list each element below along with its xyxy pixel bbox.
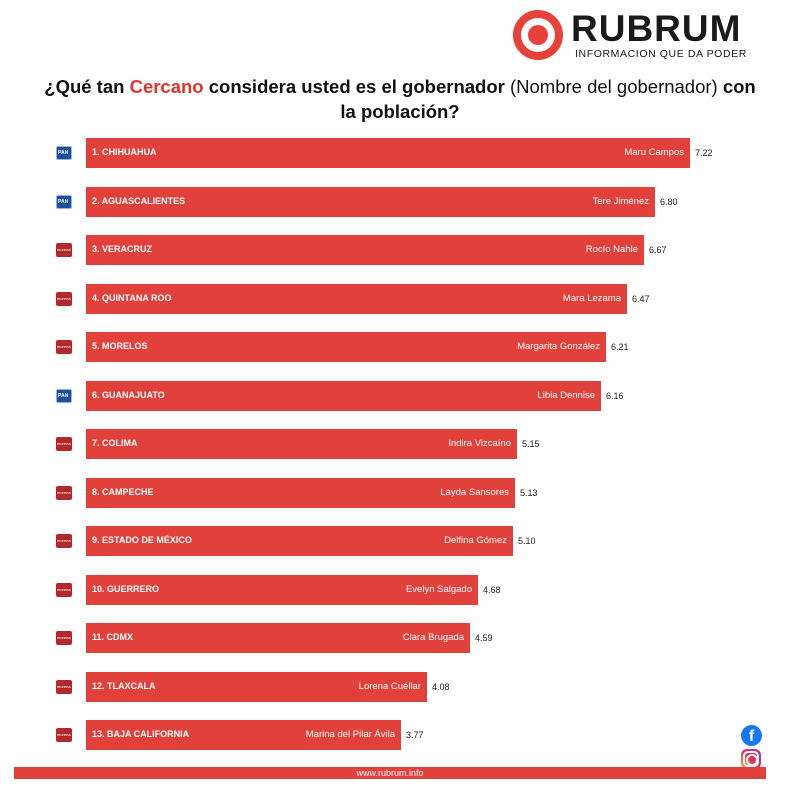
pan-logo-icon [56, 146, 72, 160]
bar: 2. AGUASCALIENTES Tere Jiménez [86, 186, 655, 217]
chart-row: 1. CHIHUAHUA Maru Campos 7.22 [0, 138, 800, 170]
bar: 7. COLIMA Indira Vizcaíno [86, 429, 517, 459]
morena-logo-icon [56, 340, 72, 354]
governor-label: Delfina Gómez [444, 535, 507, 546]
value-label: 6.21 [611, 342, 629, 352]
bar: 8. CAMPECHE Layda Sansores [86, 477, 515, 508]
morena-logo-icon [56, 485, 72, 500]
category-label: 9. ESTADO DE MÉXICO [92, 535, 192, 545]
chart-row: 12. TLAXCALA Lorena Cuéllar 4.08 [0, 671, 800, 704]
title-part2: considera usted es el gobernador [203, 76, 510, 97]
morena-logo-icon [56, 534, 72, 548]
morena-logo-icon [56, 582, 72, 597]
bar: 11. CDMX Clara Brugada [86, 623, 470, 653]
value-label: 5.15 [522, 439, 540, 449]
governor-label: Rocío Nahle [585, 244, 638, 255]
category-label: 2. AGUASCALIENTES [92, 195, 186, 206]
title-part1: ¿Qué tan [44, 76, 130, 97]
value-label: 7.22 [695, 148, 713, 158]
logo-ring-icon [513, 10, 563, 60]
value-label: 4.08 [432, 681, 450, 692]
title-highlight: Cercano [129, 76, 204, 97]
bar: 3. VERACRUZ Rocío Nahle [86, 235, 644, 265]
value-label: 3.77 [406, 730, 424, 740]
bar: 5. MORELOS Margarita González [86, 332, 606, 362]
value-label: 6.80 [660, 196, 678, 207]
chart-row: 6. GUANAJUATO Libia Dennise 6.16 [0, 380, 800, 413]
facebook-icon[interactable]: f [741, 725, 762, 746]
footer-bar: www.rubrum.info [14, 767, 766, 779]
governor-label: Marina del Pilar Ávila [305, 729, 395, 740]
category-label: 12. TLAXCALA [92, 680, 156, 691]
category-label: 7. COLIMA [92, 438, 138, 448]
governor-label: Maru Campos [624, 147, 684, 158]
chart-row: 5. MORELOS Margarita González 6.21 [0, 332, 800, 364]
logo-dot-icon [528, 25, 548, 45]
pan-logo-icon [56, 194, 72, 209]
chart-row: 8. CAMPECHE Layda Sansores 5.13 [0, 477, 800, 510]
value-label: 4.59 [475, 633, 493, 643]
category-label: 4. QUINTANA ROO [92, 292, 172, 303]
title-part3: (Nombre del gobernador) [509, 76, 723, 97]
value-label: 6.47 [632, 293, 650, 304]
category-label: 13. BAJA CALIFORNIA [92, 729, 190, 739]
value-label: 6.67 [649, 245, 667, 255]
governor-label: Margarita González [517, 341, 600, 352]
governor-label: Clara Brugada [402, 632, 464, 643]
bar: 9. ESTADO DE MÉXICO Delfina Gómez [86, 526, 513, 556]
category-label: 6. GUANAJUATO [92, 389, 165, 400]
bar: 6. GUANAJUATO Libia Dennise [86, 380, 601, 411]
value-label: 6.16 [606, 390, 624, 401]
morena-logo-icon [56, 679, 72, 694]
value-label: 4.68 [483, 584, 501, 595]
morena-logo-icon [56, 243, 72, 257]
chart-row: 2. AGUASCALIENTES Tere Jiménez 6.80 [0, 186, 800, 219]
category-label: 1. CHIHUAHUA [92, 147, 157, 157]
category-label: 8. CAMPECHE [92, 486, 154, 497]
governor-label: Lorena Cuéllar [358, 680, 421, 692]
governor-label: Indira Vizcaíno [448, 438, 511, 449]
chart-row: 4. QUINTANA ROO Mara Lezama 6.47 [0, 283, 800, 316]
bar: 10. GUERRERO Evelyn Salgado [86, 574, 478, 605]
category-label: 5. MORELOS [92, 341, 148, 351]
bar: 4. QUINTANA ROO Mara Lezama [86, 283, 627, 314]
value-label: 5.10 [518, 536, 536, 546]
governor-label: Mara Lezama [562, 292, 621, 304]
chart-row: 9. ESTADO DE MÉXICO Delfina Gómez 5.10 [0, 526, 800, 558]
chart-row: 3. VERACRUZ Rocío Nahle 6.67 [0, 235, 800, 267]
chart-row: 13. BAJA CALIFORNIA Marina del Pilar Ávil… [0, 720, 800, 752]
chart-title: ¿Qué tan Cercano considera usted es el g… [40, 74, 760, 124]
category-label: 11. CDMX [92, 632, 134, 642]
brand-name: RUBRUM [571, 8, 742, 49]
bar: 12. TLAXCALA Lorena Cuéllar [86, 671, 427, 702]
website-link[interactable]: www.rubrum.info [356, 768, 424, 778]
bar-chart: 1. CHIHUAHUA Maru Campos 7.22 2. AGUASCALIE… [0, 130, 800, 760]
morena-logo-icon [56, 437, 72, 451]
chart-row: 11. CDMX Clara Brugada 4.59 [0, 623, 800, 655]
bar: 1. CHIHUAHUA Maru Campos [86, 138, 690, 168]
morena-logo-icon [56, 291, 72, 306]
governor-label: Tere Jiménez [592, 195, 650, 207]
brand-tagline: INFORMACION QUE DA PODER [575, 48, 747, 60]
morena-logo-icon [56, 728, 72, 742]
rubrum-logo: RUBRUM INFORMACION QUE DA PODER [513, 8, 763, 64]
category-label: 3. VERACRUZ [92, 244, 153, 254]
governor-label: Libia Dennise [537, 389, 595, 401]
morena-logo-icon [56, 631, 72, 645]
bar: 13. BAJA CALIFORNIA Marina del Pilar Ávil… [86, 720, 401, 750]
title-part4: con la población? [340, 76, 756, 122]
chart-row: 7. COLIMA Indira Vizcaíno 5.15 [0, 429, 800, 461]
value-label: 5.13 [520, 487, 538, 498]
governor-label: Evelyn Salgado [405, 583, 472, 595]
category-label: 10. GUERRERO [92, 583, 160, 594]
pan-logo-icon [56, 388, 72, 403]
governor-label: Layda Sansores [440, 486, 509, 498]
instagram-icon[interactable] [741, 749, 761, 769]
chart-row: 10. GUERRERO Evelyn Salgado 4.68 [0, 574, 800, 607]
